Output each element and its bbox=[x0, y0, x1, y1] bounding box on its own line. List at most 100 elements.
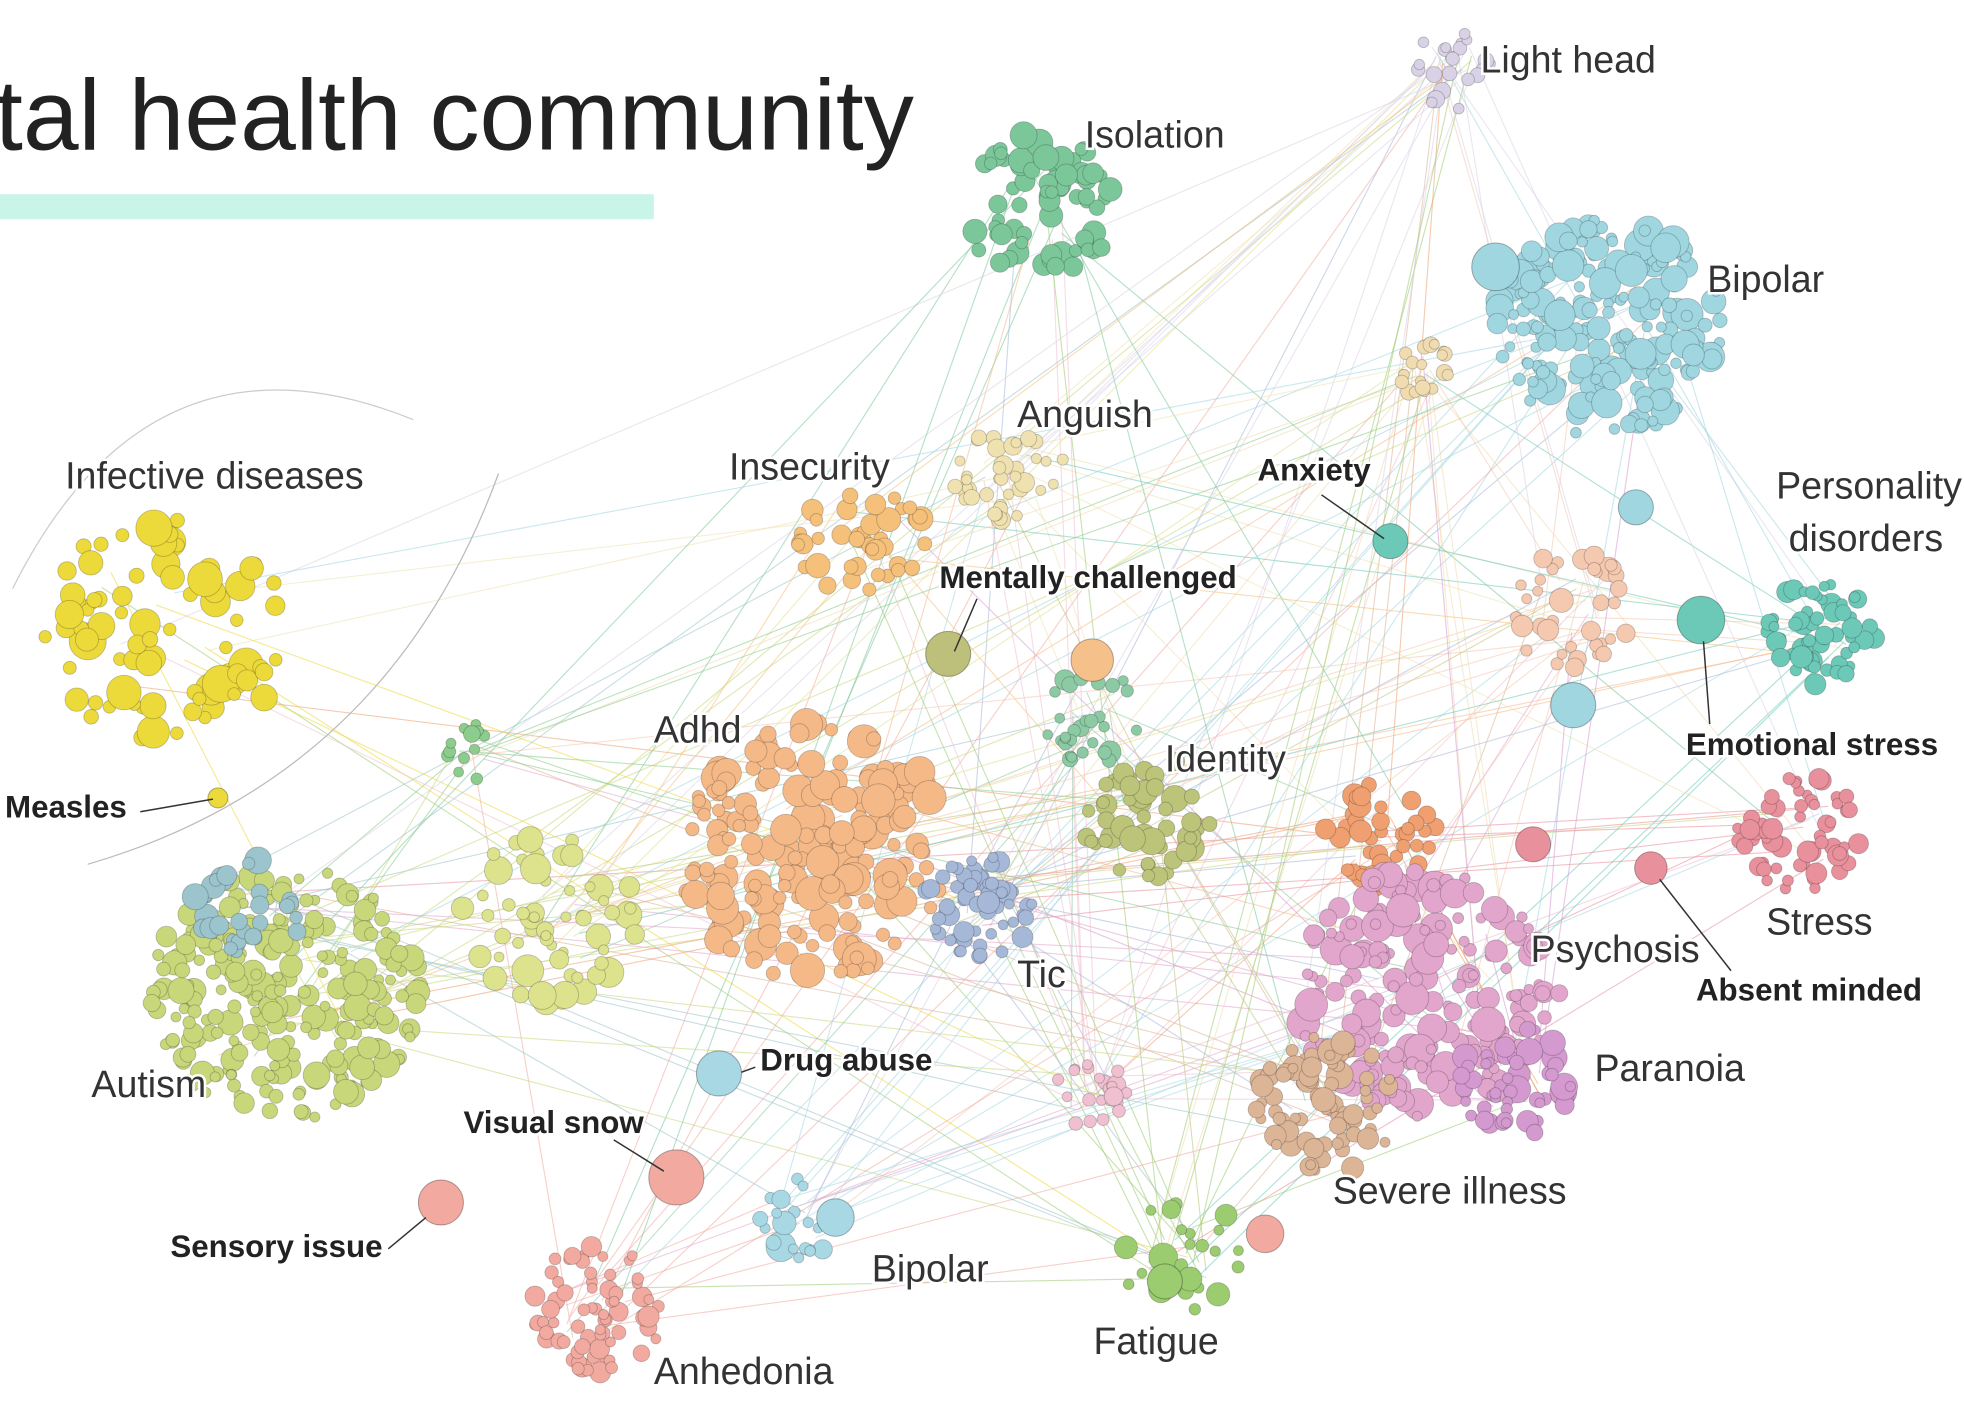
node bbox=[773, 747, 797, 770]
node bbox=[141, 631, 159, 648]
node bbox=[287, 922, 307, 942]
node bbox=[135, 649, 163, 677]
node bbox=[1710, 285, 1722, 297]
node bbox=[136, 715, 170, 749]
node bbox=[1641, 321, 1653, 333]
node bbox=[950, 879, 965, 894]
node bbox=[1461, 72, 1475, 87]
node bbox=[1188, 1303, 1202, 1316]
node bbox=[544, 1265, 559, 1280]
edge bbox=[263, 904, 806, 1214]
node bbox=[261, 1102, 279, 1120]
node bbox=[541, 1299, 560, 1319]
edge bbox=[267, 63, 1445, 907]
node bbox=[1068, 1064, 1081, 1077]
node bbox=[175, 934, 197, 955]
node bbox=[1587, 561, 1602, 576]
node bbox=[233, 1092, 255, 1114]
cluster-label: Personality bbox=[1776, 464, 1962, 506]
node bbox=[395, 989, 409, 1003]
node bbox=[740, 833, 763, 855]
node bbox=[279, 898, 296, 915]
node bbox=[1046, 257, 1065, 276]
node bbox=[261, 1001, 284, 1024]
node bbox=[511, 954, 545, 988]
node bbox=[809, 770, 841, 801]
hub-node bbox=[207, 787, 229, 809]
node bbox=[1175, 840, 1197, 863]
node bbox=[524, 1285, 546, 1307]
node bbox=[1682, 343, 1705, 367]
node bbox=[1413, 58, 1425, 71]
node bbox=[187, 1079, 200, 1092]
node bbox=[1838, 788, 1855, 805]
node bbox=[1010, 437, 1022, 449]
cluster-label: Adhd bbox=[654, 709, 742, 751]
edge bbox=[985, 82, 1457, 493]
node bbox=[1349, 819, 1373, 843]
node bbox=[193, 954, 206, 966]
node bbox=[364, 926, 379, 942]
node bbox=[624, 924, 646, 945]
node bbox=[757, 766, 780, 790]
node bbox=[160, 564, 185, 590]
node bbox=[858, 893, 875, 910]
edge bbox=[804, 899, 964, 1221]
node bbox=[1097, 745, 1112, 760]
edge bbox=[955, 596, 1561, 898]
node bbox=[972, 947, 988, 963]
node bbox=[1342, 1104, 1364, 1126]
node bbox=[876, 507, 902, 533]
node bbox=[1250, 1074, 1274, 1098]
node bbox=[962, 218, 988, 244]
node bbox=[985, 927, 998, 940]
node bbox=[945, 860, 959, 874]
node bbox=[548, 1252, 562, 1266]
node bbox=[1685, 364, 1700, 379]
cluster-label: Infective diseases bbox=[65, 454, 364, 496]
node bbox=[742, 805, 759, 822]
edge bbox=[1389, 815, 1784, 1002]
cluster-label: Absent minded bbox=[1696, 972, 1922, 1007]
node bbox=[493, 951, 505, 963]
node bbox=[170, 1011, 182, 1023]
node bbox=[1650, 232, 1681, 264]
node bbox=[1339, 944, 1365, 970]
node bbox=[1537, 1010, 1552, 1025]
edge bbox=[1077, 859, 1356, 1111]
node bbox=[571, 1362, 585, 1376]
node bbox=[404, 1031, 416, 1043]
node bbox=[268, 1088, 284, 1104]
cluster-label: Bipolar bbox=[1707, 258, 1824, 300]
node bbox=[484, 856, 513, 885]
cluster-label: Autism bbox=[91, 1063, 206, 1105]
node bbox=[571, 971, 584, 984]
node bbox=[1509, 989, 1523, 1002]
hub-node bbox=[1617, 489, 1654, 526]
edge bbox=[981, 578, 1577, 903]
node bbox=[1670, 357, 1682, 370]
node bbox=[802, 1216, 814, 1229]
node bbox=[1103, 1086, 1124, 1107]
edge bbox=[953, 922, 1202, 1250]
node bbox=[1458, 935, 1470, 947]
node bbox=[757, 924, 782, 948]
node bbox=[1804, 673, 1827, 696]
node bbox=[1076, 746, 1089, 759]
node bbox=[1564, 1080, 1576, 1093]
cluster-label: Fatigue bbox=[1093, 1320, 1218, 1362]
node bbox=[966, 855, 978, 867]
node bbox=[1781, 874, 1794, 887]
node bbox=[38, 630, 52, 644]
hub-node bbox=[816, 1198, 855, 1237]
node bbox=[903, 559, 921, 577]
node bbox=[892, 804, 917, 829]
hub-node bbox=[1550, 682, 1597, 729]
node bbox=[1176, 1224, 1188, 1236]
node bbox=[1595, 645, 1612, 663]
node bbox=[1082, 162, 1104, 184]
node bbox=[809, 513, 824, 527]
node bbox=[183, 702, 203, 722]
node bbox=[209, 915, 230, 936]
node bbox=[699, 861, 715, 878]
